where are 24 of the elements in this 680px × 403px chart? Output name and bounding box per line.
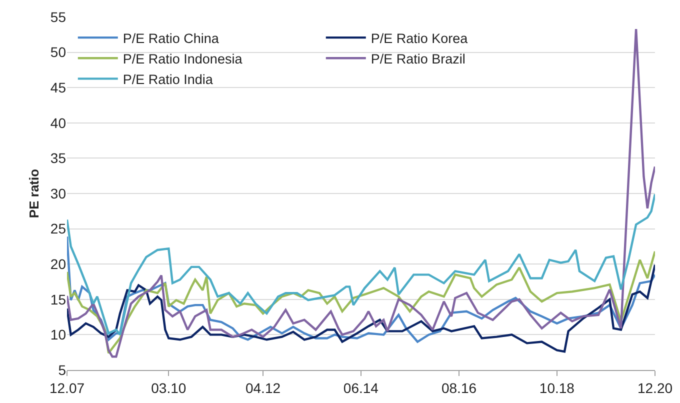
y-tick-label: 15 (50, 291, 66, 308)
legend-label: P/E Ratio China (122, 30, 220, 46)
y-tick-label: 5 (58, 362, 66, 378)
y-axis-title: PE ratio (26, 168, 42, 218)
y-tick-label: 10 (50, 326, 66, 343)
y-tick-label: 30 (50, 185, 66, 202)
y-tick-label: 55 (50, 8, 66, 25)
legend-label: P/E Ratio India (122, 72, 214, 87)
legend-label: P/E Ratio Korea (370, 30, 468, 46)
x-tick-label: 06.14 (343, 380, 379, 396)
y-tick-label: 20 (50, 256, 66, 272)
x-tick-label: 10.18 (539, 380, 575, 396)
x-tick-label: 08.16 (441, 380, 477, 396)
y-tick-label: 25 (50, 220, 66, 237)
legend-label: P/E Ratio Indonesia (122, 51, 243, 66)
x-tick-label: 12.07 (49, 380, 85, 396)
x-tick-label: 04.12 (245, 380, 281, 396)
y-tick-label: 45 (50, 80, 66, 96)
x-tick-label: 12.20 (637, 380, 673, 396)
x-tick-label: 03.10 (151, 380, 186, 396)
legend-label: P/E Ratio Brazil (370, 51, 466, 66)
y-tick-label: 50 (50, 44, 66, 60)
y-tick-label: 35 (50, 150, 66, 166)
y-tick-label: 40 (50, 114, 66, 131)
